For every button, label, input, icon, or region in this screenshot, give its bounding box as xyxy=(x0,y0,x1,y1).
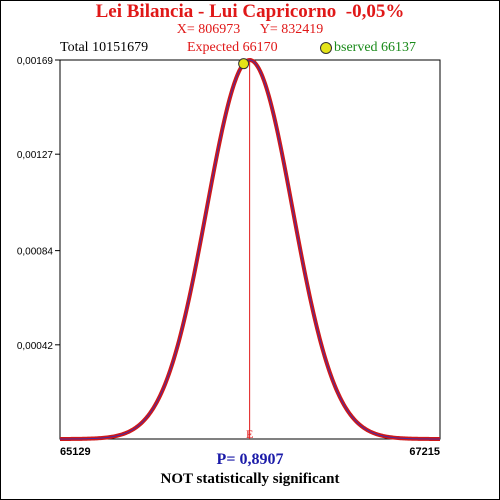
x-tick-label-min: 65129 xyxy=(60,446,91,458)
chart-title: Lei Bilancia - Lui Capricorno -0,05% xyxy=(95,1,405,22)
x-tick-label-max: 67215 xyxy=(409,446,440,458)
p-value: P= 0,8907 xyxy=(216,451,284,468)
observed-count: bserved 66137 xyxy=(334,40,417,55)
distribution-curve-core xyxy=(59,59,440,440)
coordinates-line: X= 806973 Y= 832419 xyxy=(0,22,500,38)
y-tick-label: 0,00084 xyxy=(17,247,54,258)
y-tick-label: 0,00169 xyxy=(17,56,54,67)
observed-marker xyxy=(238,58,250,70)
y-tick-label: 0,00127 xyxy=(17,150,54,161)
significance-verdict: NOT statistically significant xyxy=(160,471,340,487)
total-count: Total 10151679 xyxy=(60,40,149,55)
expected-count: Expected 66170 xyxy=(187,40,278,55)
x-value: X= 806973 xyxy=(176,22,241,37)
expected-marker-label: E xyxy=(246,427,253,441)
y-tick-label: 0,00042 xyxy=(17,341,54,352)
observed-legend-dot xyxy=(320,42,332,54)
y-value: Y= 832419 xyxy=(259,22,324,37)
